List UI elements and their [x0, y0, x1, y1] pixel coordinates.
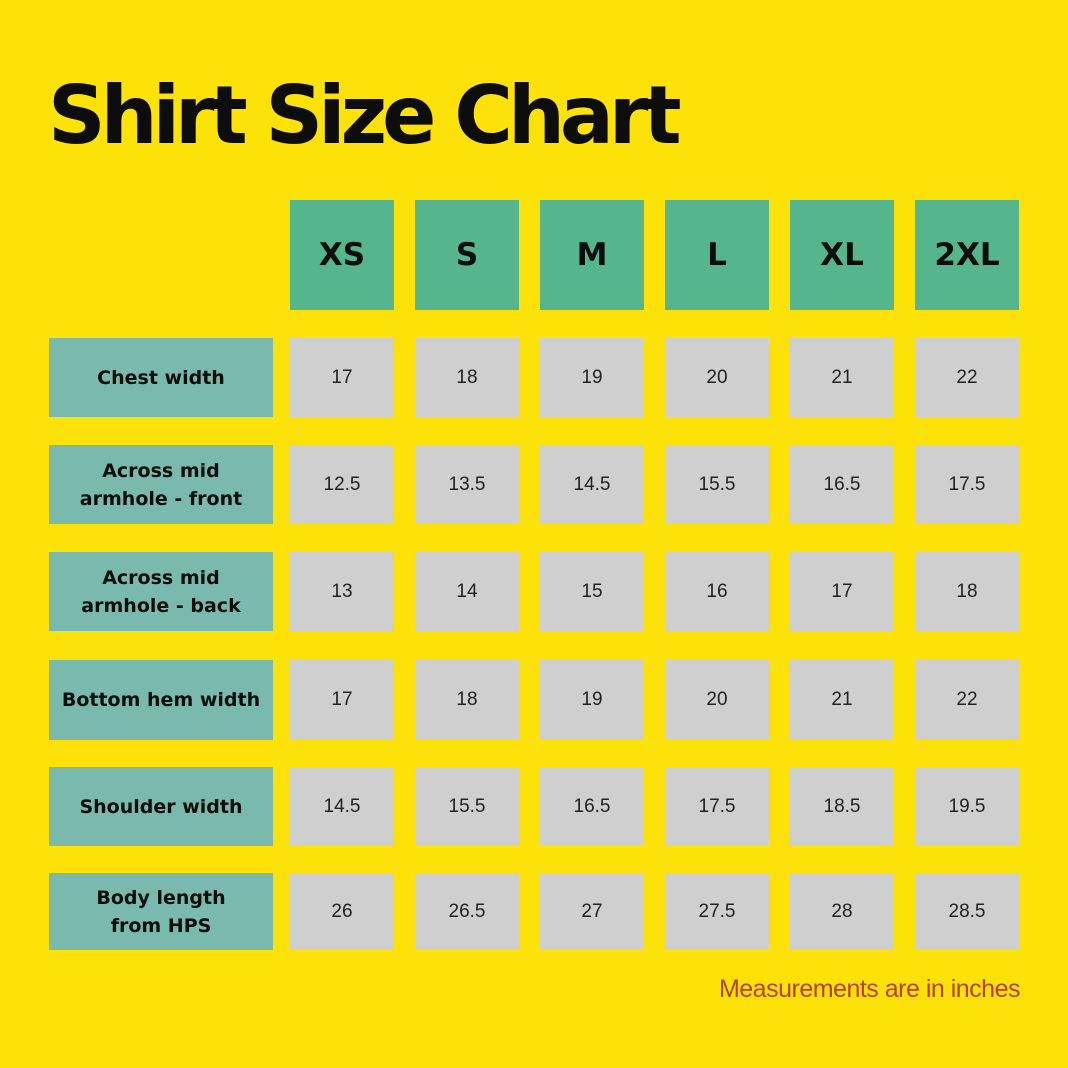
measurement-cell: 18: [415, 660, 519, 740]
measurement-cell: 20: [665, 660, 769, 740]
measurement-cell: 15: [540, 552, 644, 631]
size-header-l: L: [665, 200, 769, 310]
measurement-cell: 28.5: [915, 873, 1019, 950]
measurement-cell: 27.5: [665, 873, 769, 950]
measurement-cell: 18: [415, 338, 519, 417]
measurement-cell: 16.5: [790, 445, 894, 524]
measurement-cell: 15.5: [665, 445, 769, 524]
size-header-m: M: [540, 200, 644, 310]
page-title: Shirt Size Chart: [48, 69, 682, 162]
measurement-cell: 17: [290, 338, 394, 417]
measurement-cell: 21: [790, 660, 894, 740]
measurement-cell: 15.5: [415, 767, 519, 846]
measurement-note: Measurements are in inches: [718, 975, 1021, 1003]
measurement-cell: 16.5: [540, 767, 644, 846]
measurement-cell: 19.5: [915, 767, 1019, 846]
measurement-cell: 17: [790, 552, 894, 631]
size-header-xl: XL: [790, 200, 894, 310]
measurement-cell: 13.5: [415, 445, 519, 524]
measurement-cell: 22: [915, 660, 1019, 740]
measurement-cell: 21: [790, 338, 894, 417]
measurement-cell: 14: [415, 552, 519, 631]
measurement-cell: 18.5: [790, 767, 894, 846]
size-header-s: S: [415, 200, 519, 310]
measurement-cell: 27: [540, 873, 644, 950]
measurement-cell: 28: [790, 873, 894, 950]
measurement-cell: 13: [290, 552, 394, 631]
row-label: Across mid armhole - front: [49, 445, 273, 524]
measurement-cell: 19: [540, 338, 644, 417]
measurement-cell: 18: [915, 552, 1019, 631]
row-label: Bottom hem width: [49, 660, 273, 740]
measurement-cell: 19: [540, 660, 644, 740]
measurement-cell: 26: [290, 873, 394, 950]
measurement-cell: 26.5: [415, 873, 519, 950]
measurement-cell: 12.5: [290, 445, 394, 524]
size-header-2xl: 2XL: [915, 200, 1019, 310]
measurement-cell: 17.5: [915, 445, 1019, 524]
measurement-cell: 22: [915, 338, 1019, 417]
row-label: Body length from HPS: [49, 873, 273, 950]
measurement-cell: 17.5: [665, 767, 769, 846]
measurement-cell: 20: [665, 338, 769, 417]
row-label: Shoulder width: [49, 767, 273, 846]
measurement-cell: 16: [665, 552, 769, 631]
measurement-cell: 14.5: [540, 445, 644, 524]
measurement-cell: 14.5: [290, 767, 394, 846]
measurement-cell: 17: [290, 660, 394, 740]
size-header-xs: XS: [290, 200, 394, 310]
row-label: Across mid armhole - back: [49, 552, 273, 631]
row-label: Chest width: [49, 338, 273, 417]
